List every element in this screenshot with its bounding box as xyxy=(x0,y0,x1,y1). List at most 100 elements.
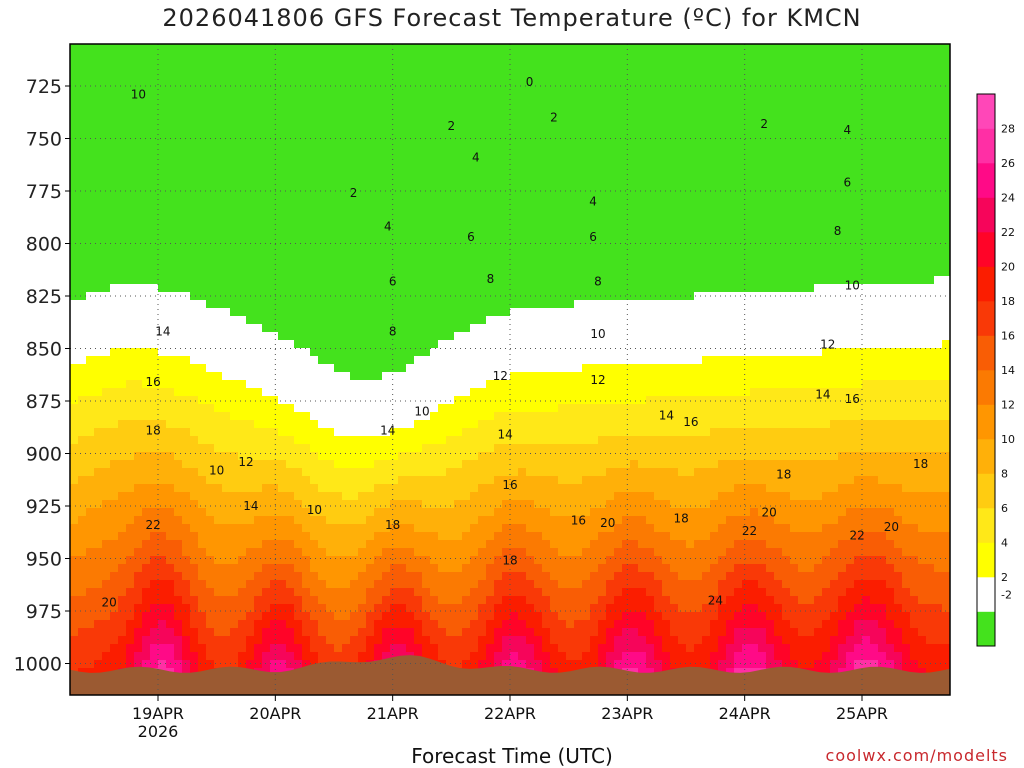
field-cell xyxy=(222,68,231,77)
field-cell xyxy=(502,604,511,613)
field-cell xyxy=(518,412,527,421)
field-cell xyxy=(102,516,111,525)
field-cell xyxy=(262,228,271,237)
field-cell xyxy=(542,612,551,621)
field-cell xyxy=(366,588,375,597)
field-cell xyxy=(342,476,351,485)
field-cell xyxy=(326,300,335,309)
field-cell xyxy=(310,100,319,109)
field-cell xyxy=(302,444,311,453)
field-cell xyxy=(278,524,287,533)
field-cell xyxy=(462,60,471,69)
field-cell xyxy=(430,636,439,645)
field-cell xyxy=(326,404,335,413)
field-cell xyxy=(550,188,559,197)
field-cell xyxy=(238,212,247,221)
field-cell xyxy=(118,644,127,653)
field-cell xyxy=(462,364,471,373)
field-cell xyxy=(110,172,119,181)
field-cell xyxy=(430,620,439,629)
field-cell xyxy=(86,444,95,453)
field-cell xyxy=(542,244,551,253)
field-cell xyxy=(310,444,319,453)
field-cell xyxy=(470,508,479,517)
field-cell xyxy=(326,540,335,549)
field-cell xyxy=(206,300,215,309)
field-cell xyxy=(166,332,175,341)
field-cell xyxy=(470,556,479,565)
field-cell xyxy=(542,292,551,301)
field-cell xyxy=(150,180,159,189)
field-cell xyxy=(350,460,359,469)
field-cell xyxy=(86,524,95,533)
field-cell xyxy=(166,636,175,645)
field-cell xyxy=(94,420,103,429)
field-cell xyxy=(478,380,487,389)
field-cell xyxy=(302,364,311,373)
field-cell xyxy=(110,300,119,309)
field-cell xyxy=(350,580,359,589)
field-cell xyxy=(478,636,487,645)
field-cell xyxy=(414,588,423,597)
field-cell xyxy=(294,60,303,69)
field-cell xyxy=(406,580,415,589)
field-cell xyxy=(94,116,103,125)
field-cell xyxy=(310,596,319,605)
field-cell xyxy=(126,660,135,669)
field-cell xyxy=(142,460,151,469)
field-cell xyxy=(238,196,247,205)
field-cell xyxy=(318,420,327,429)
field-cell xyxy=(286,436,295,445)
field-cell xyxy=(510,404,519,413)
field-cell xyxy=(342,52,351,61)
field-cell xyxy=(182,204,191,213)
field-cell xyxy=(86,548,95,557)
field-cell xyxy=(414,532,423,541)
field-cell xyxy=(86,116,95,125)
field-cell xyxy=(262,604,271,613)
field-cell xyxy=(398,260,407,269)
field-cell xyxy=(262,276,271,285)
field-cell xyxy=(190,172,199,181)
field-cell xyxy=(422,644,431,653)
field-cell xyxy=(454,532,463,541)
field-cell xyxy=(414,156,423,165)
field-cell xyxy=(206,420,215,429)
field-cell xyxy=(94,228,103,237)
field-cell xyxy=(374,580,383,589)
field-cell xyxy=(510,516,519,525)
field-cell xyxy=(486,348,495,357)
field-cell xyxy=(446,76,455,85)
field-cell xyxy=(430,276,439,285)
field-cell xyxy=(126,308,135,317)
field-cell xyxy=(486,396,495,405)
field-cell xyxy=(214,660,223,669)
field-cell xyxy=(422,428,431,437)
field-cell xyxy=(214,620,223,629)
field-cell xyxy=(118,44,127,53)
field-cell xyxy=(150,332,159,341)
field-cell xyxy=(382,380,391,389)
field-cell xyxy=(126,388,135,397)
field-cell xyxy=(470,108,479,117)
field-cell xyxy=(406,548,415,557)
field-cell xyxy=(286,244,295,253)
field-cell xyxy=(78,92,87,101)
field-cell xyxy=(326,516,335,525)
field-cell xyxy=(502,404,511,413)
field-cell xyxy=(294,596,303,605)
field-cell xyxy=(342,284,351,293)
field-cell xyxy=(302,500,311,509)
field-cell xyxy=(110,492,119,501)
field-cell xyxy=(310,164,319,173)
field-cell xyxy=(422,268,431,277)
field-cell xyxy=(150,52,159,61)
field-cell xyxy=(110,452,119,461)
field-cell xyxy=(182,196,191,205)
field-cell xyxy=(254,164,263,173)
field-cell xyxy=(486,52,495,61)
field-cell xyxy=(134,612,143,621)
field-cell xyxy=(126,348,135,357)
field-cell xyxy=(302,388,311,397)
field-cell xyxy=(358,388,367,397)
